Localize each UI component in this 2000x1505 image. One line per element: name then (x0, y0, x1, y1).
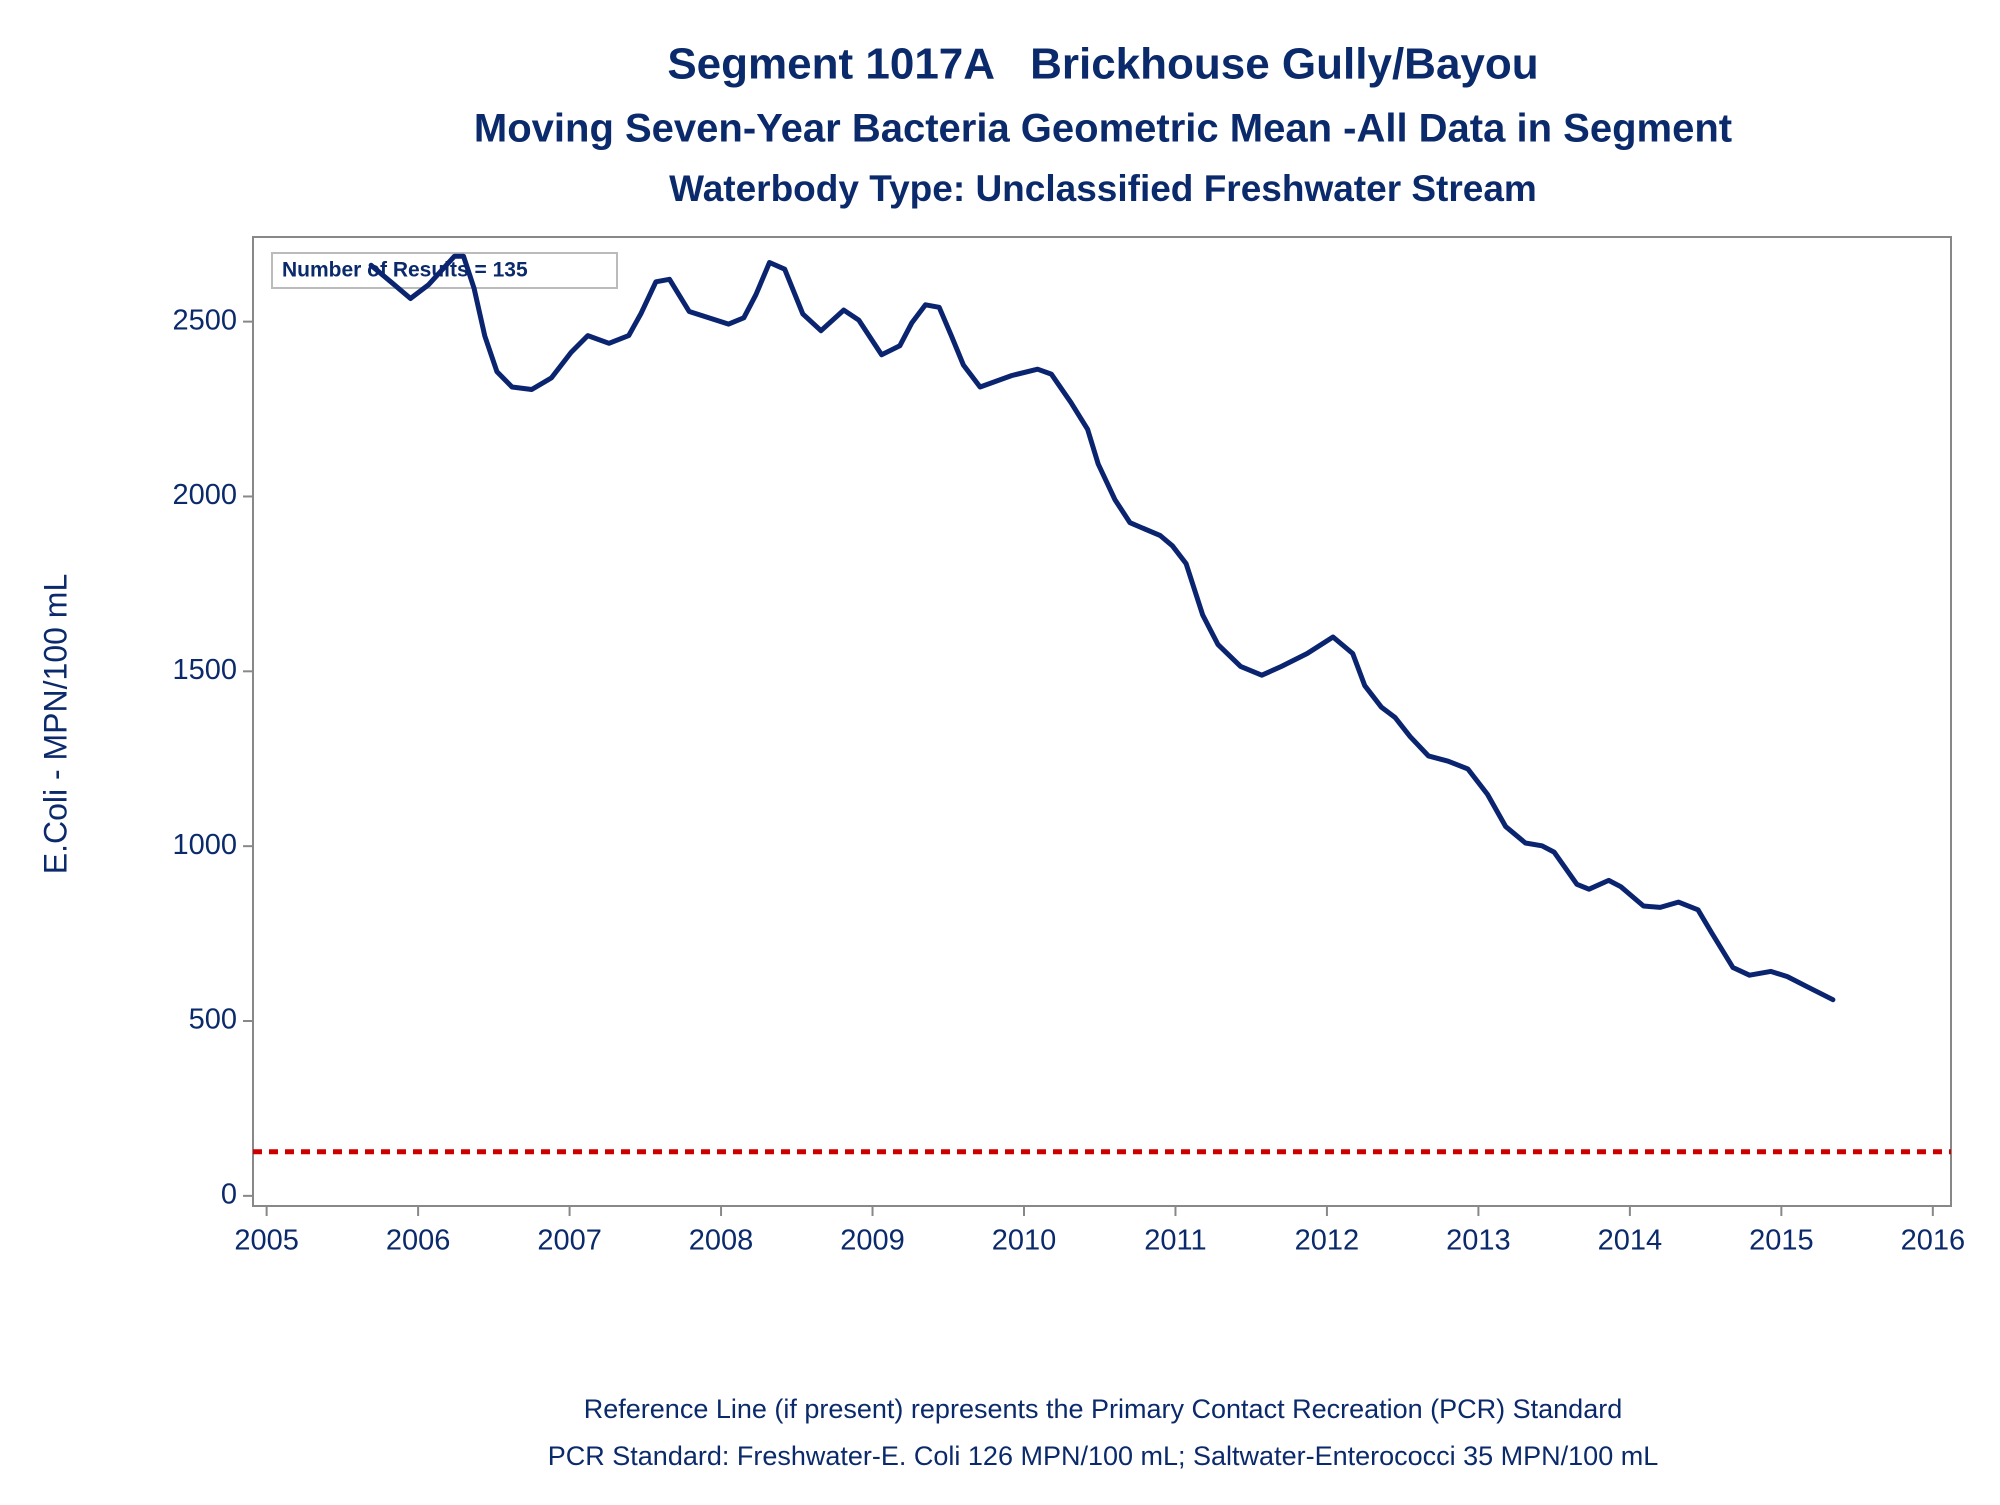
x-tick-label: 2015 (1749, 1225, 1814, 1257)
annotation-box (271, 252, 618, 289)
chart-subtitle: Moving Seven-Year Bacteria Geometric Mea… (474, 107, 1732, 151)
y-axis-label: E.Coli - MPN/100 mL (37, 574, 73, 875)
x-tick-label: 2008 (689, 1225, 754, 1257)
y-tick-label: 0 (221, 1179, 237, 1211)
y-tick-label: 1500 (172, 654, 237, 686)
footnote: PCR Standard: Freshwater-E. Coli 126 MPN… (548, 1441, 1658, 1471)
plot-frame (252, 236, 1952, 1207)
y-tick-label: 2000 (172, 479, 237, 511)
x-tick-label: 2010 (992, 1225, 1057, 1257)
y-tick-label: 500 (189, 1004, 237, 1036)
annotation: Number of Results = 135 (282, 259, 528, 282)
chart-title: Segment 1017A Brickhouse Gully/Bayou (667, 40, 1538, 89)
x-tick-label: 2006 (386, 1225, 451, 1257)
x-tick-label: 2007 (537, 1225, 602, 1257)
x-tick-label: 2005 (234, 1225, 299, 1257)
x-tick-label: 2011 (1144, 1225, 1206, 1257)
x-tick-label: 2016 (1901, 1225, 1966, 1257)
y-tick-label: 1000 (172, 829, 237, 861)
chart-subtitle: Waterbody Type: Unclassified Freshwater … (669, 168, 1537, 209)
x-tick-label: 2012 (1295, 1225, 1360, 1257)
x-tick-label: 2009 (840, 1225, 905, 1257)
data-line (368, 253, 1836, 1003)
x-tick-label: 2014 (1598, 1225, 1663, 1257)
y-tick-label: 2500 (172, 304, 237, 336)
x-tick-label: 2013 (1446, 1225, 1511, 1257)
footnote: Reference Line (if present) represents t… (584, 1394, 1622, 1424)
